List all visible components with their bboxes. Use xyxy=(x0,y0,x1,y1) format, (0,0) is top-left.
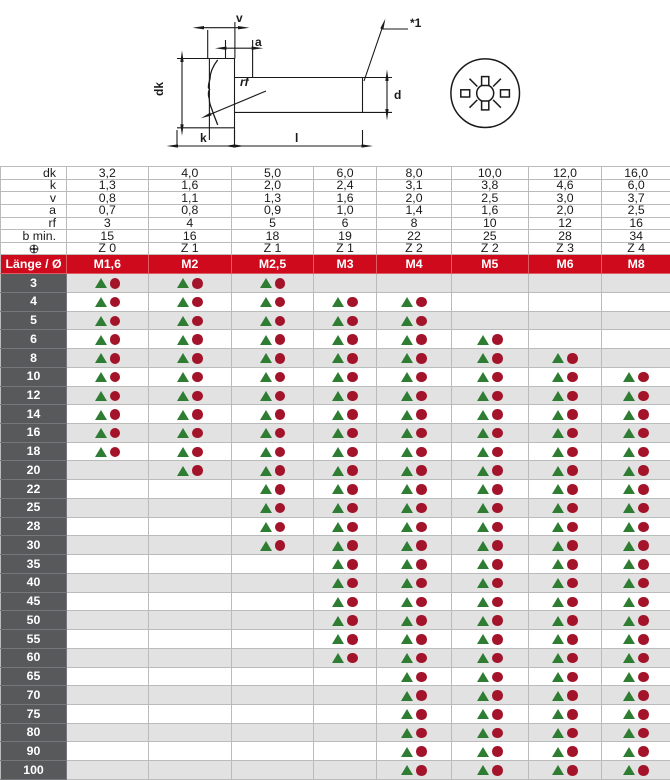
svg-text:a: a xyxy=(255,35,262,49)
svg-text:l: l xyxy=(295,131,298,145)
svg-text:v: v xyxy=(236,11,243,25)
svg-text:dk: dk xyxy=(152,82,166,96)
svg-text:*1: *1 xyxy=(410,16,422,30)
svg-text:d: d xyxy=(394,88,401,102)
svg-text:k: k xyxy=(200,131,207,145)
svg-text:rf: rf xyxy=(240,75,250,89)
